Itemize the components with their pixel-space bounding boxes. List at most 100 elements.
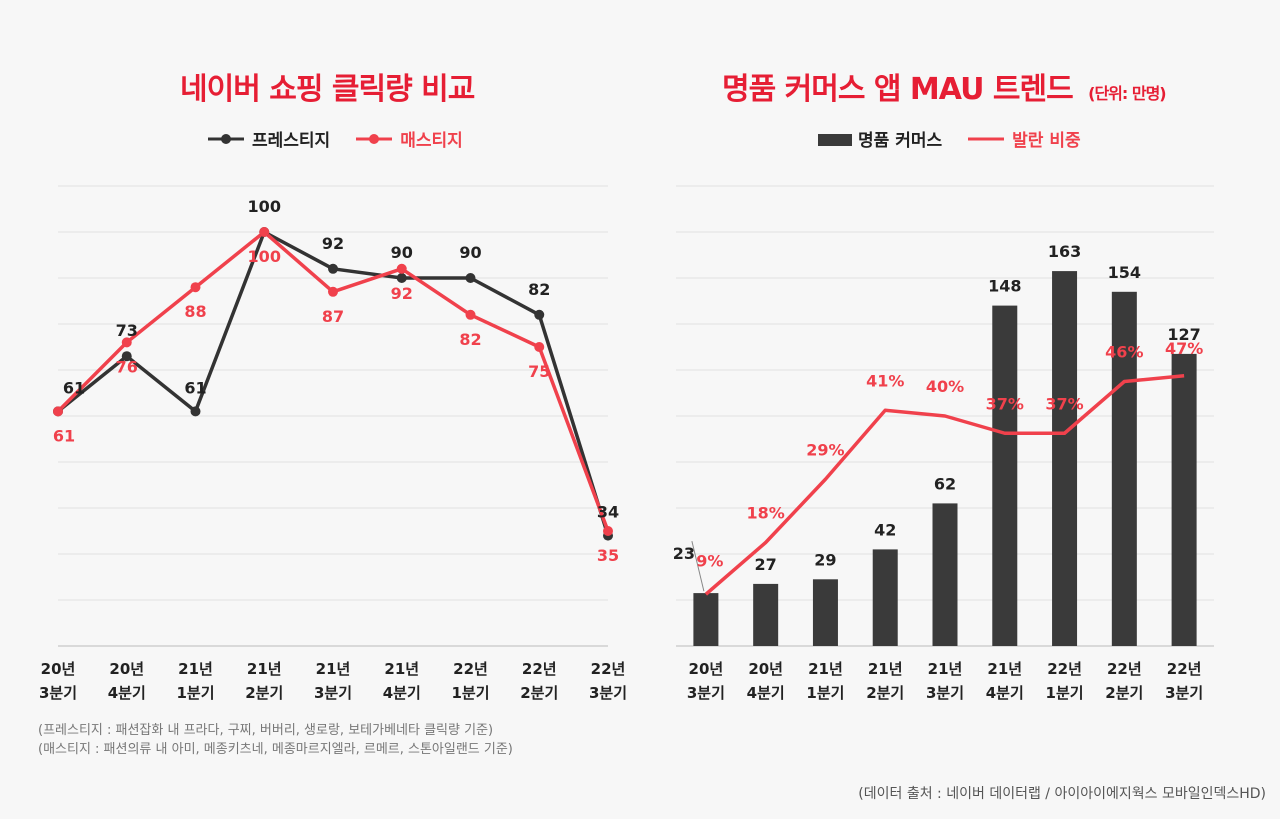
data-point-prestige: [396, 273, 407, 283]
x-tick-label-quarter: 3분기: [314, 684, 352, 702]
x-tick-label-year: 21년: [808, 660, 843, 678]
data-point-masstige: [328, 286, 338, 297]
x-tick-label-quarter: 1분기: [806, 684, 844, 702]
bar-luxury-commerce: [932, 503, 958, 646]
data-label-balaan: 40%: [926, 377, 964, 396]
x-tick-label-quarter: 3분기: [926, 684, 964, 702]
data-label-balaan: 37%: [986, 394, 1024, 413]
data-point-prestige: [534, 309, 545, 320]
data-point-prestige: [328, 263, 338, 274]
data-label-balaan: 18%: [747, 504, 785, 523]
x-tick-label-year: 21년: [384, 660, 419, 678]
x-tick-label-quarter: 4분기: [383, 684, 421, 702]
data-label-luxury: 154: [1108, 263, 1141, 282]
series-line-balaan: [704, 374, 1185, 596]
note-prestige: (프레스티지 : 패션잡화 내 프라다, 구찌, 버버리, 생로랑, 보테가베네…: [38, 723, 494, 738]
bar-luxury-commerce: [1052, 271, 1078, 646]
data-point-masstige: [396, 263, 407, 274]
x-tick-label-quarter: 2분기: [245, 684, 283, 702]
x-tick-label-year: 20년: [41, 660, 76, 678]
x-tick-label-year: 21년: [987, 660, 1022, 678]
data-point-masstige: [259, 227, 270, 237]
data-point-masstige: [534, 342, 545, 352]
x-tick-label-quarter: 2분기: [866, 684, 904, 702]
bar-luxury-commerce: [753, 583, 779, 646]
bar-luxury-commerce: [693, 593, 719, 646]
data-label-prestige: 61: [184, 378, 206, 397]
left-chart-title: 네이버 쇼핑 클릭량 비교: [180, 72, 475, 107]
data-label-masstige: 82: [459, 330, 481, 349]
x-tick-label-year: 21년: [868, 660, 903, 678]
x-tick-label-year: 22년: [453, 660, 488, 678]
data-label-luxury: 127: [1167, 325, 1200, 344]
x-tick-label-quarter: 3분기: [39, 684, 77, 702]
data-point-masstige: [190, 282, 201, 293]
right-chart: 20년 3분기 20년 4분기 21년 1분기 21년 2분기 21년 3분기 21년 4분기 22년 1…: [673, 185, 1214, 702]
data-label-prestige: 100: [248, 197, 281, 216]
legend-swatch-luxury: [818, 133, 852, 146]
data-label-masstige: 61: [53, 426, 75, 445]
x-tick-label-year: 22년: [522, 660, 557, 678]
data-label-luxury: 163: [1048, 242, 1081, 261]
data-point-prestige: [121, 351, 132, 362]
x-tick-label-quarter: 2분기: [1105, 684, 1143, 702]
data-label-luxury: 29: [814, 550, 836, 569]
x-tick-label-year: 22년: [1107, 660, 1142, 678]
data-point-masstige: [465, 309, 476, 320]
data-label-masstige: 88: [184, 302, 206, 321]
x-tick-label-year: 20년: [109, 660, 144, 678]
data-label-prestige: 73: [116, 321, 138, 340]
data-source: (데이터 출처 : 네이버 데이터랩 / 아이아이에지웍스 모바일인덱스HD): [858, 786, 1266, 802]
data-label-prestige: 90: [459, 243, 481, 262]
legend-item-luxury: 명품 커머스: [818, 126, 942, 151]
data-label-luxury: 42: [874, 520, 896, 539]
note-masstige: (매스티지 : 패션의류 내 아미, 메종키츠네, 메종마르지엘라, 르메르, …: [38, 742, 513, 757]
data-label-balaan: 41%: [866, 371, 904, 390]
x-tick-label-quarter: 4분기: [986, 684, 1024, 702]
data-label-prestige: 82: [528, 280, 550, 299]
legend-label-masstige: 매스티지: [400, 131, 463, 151]
leader-line: [691, 540, 705, 592]
data-point-prestige: [465, 273, 476, 283]
data-label-masstige: 76: [116, 357, 138, 376]
bar-luxury-commerce: [872, 549, 898, 646]
left-legend: 프레스티지 매스티지: [206, 126, 463, 151]
legend-swatch-masstige: [356, 133, 393, 144]
data-label-masstige: 100: [248, 247, 281, 266]
data-label-balaan: 46%: [1105, 343, 1143, 362]
x-tick-label-year: 21년: [928, 660, 963, 678]
legend-item-prestige: 프레스티지: [206, 126, 330, 151]
x-tick-label-quarter: 3분기: [1165, 684, 1203, 702]
data-label-balaan: 37%: [1045, 394, 1083, 413]
legend-item-balaan: 발란 비중: [966, 126, 1081, 151]
data-point-masstige: [53, 406, 63, 417]
x-tick-label-year: 22년: [1167, 660, 1202, 678]
data-point-masstige: [121, 337, 132, 348]
data-label-prestige: 92: [322, 234, 344, 253]
data-label-luxury: 27: [755, 555, 777, 574]
legend-label-prestige: 프레스티지: [252, 131, 331, 151]
left-chart: 20년 3분기 20년 4분기 21년 1분기 21년 2분기 21년 3분기 21년 4분기 22년 1…: [39, 185, 627, 702]
x-tick-label-quarter: 3분기: [589, 684, 627, 702]
data-point-prestige: [190, 406, 201, 417]
data-label-balaan: 9%: [696, 551, 723, 570]
data-label-masstige: 35: [597, 546, 619, 565]
x-tick-label-year: 22년: [591, 660, 626, 678]
bar-luxury-commerce: [992, 305, 1018, 646]
data-label-luxury: 62: [934, 474, 956, 493]
x-tick-label-year: 20년: [689, 660, 724, 678]
data-label-prestige: 34: [597, 503, 619, 522]
x-tick-label-quarter: 4분기: [747, 684, 785, 702]
data-label-balaan: 47%: [1165, 339, 1203, 358]
bar-luxury-commerce: [812, 579, 838, 646]
data-label-balaan: 29%: [806, 440, 844, 459]
data-label-masstige: 75: [528, 362, 550, 381]
x-tick-label-year: 20년: [748, 660, 783, 678]
right-chart-title: 명품 커머스 앱 MAU 트렌드 (단위: 만명): [722, 64, 1167, 108]
legend-swatch-prestige: [208, 133, 244, 144]
bar-luxury-commerce: [1111, 291, 1137, 646]
x-tick-label-quarter: 1분기: [1046, 684, 1084, 702]
x-tick-label-quarter: 1분기: [176, 684, 214, 702]
legend-label-balaan: 발란 비중: [1012, 131, 1081, 151]
